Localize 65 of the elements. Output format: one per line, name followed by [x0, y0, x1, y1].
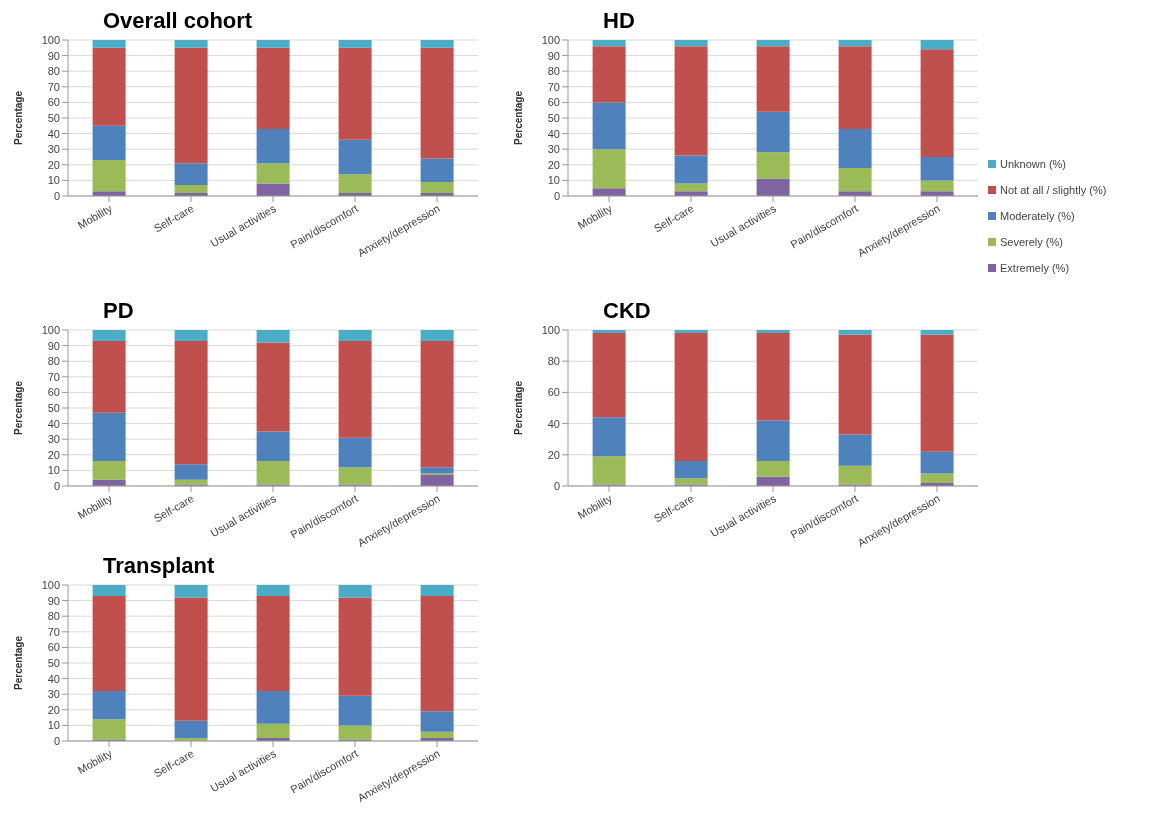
y-tick-label: 60 — [547, 386, 560, 399]
y-tick-label: 10 — [47, 174, 60, 187]
y-tick-label: 50 — [47, 111, 60, 124]
y-tick-label: 0 — [53, 734, 60, 747]
y-tick-label: 100 — [541, 323, 560, 336]
y-tick-label: 20 — [547, 448, 560, 461]
legend-label: Severely (%) — [1000, 236, 1063, 248]
y-tick-label: 80 — [547, 355, 560, 368]
y-tick-label: 100 — [41, 33, 60, 46]
y-tick-label: 20 — [47, 158, 60, 171]
y-tick-label: 90 — [47, 339, 60, 352]
legend-label: Extremely (%) — [1000, 262, 1070, 274]
y-tick-label: 0 — [553, 479, 560, 492]
y-tick-label: 100 — [41, 578, 60, 591]
chart-title: CKD — [603, 298, 652, 325]
y-tick-label: 30 — [547, 143, 560, 156]
y-tick-label: 20 — [47, 703, 60, 716]
y-tick-label: 20 — [47, 448, 60, 461]
y-tick-label: 70 — [47, 80, 60, 93]
y-tick-label: 30 — [47, 688, 60, 701]
y-tick-label: 80 — [47, 610, 60, 623]
y-tick-label: 10 — [47, 719, 60, 732]
y-tick-label: 50 — [47, 401, 60, 414]
y-tick-label: 80 — [47, 65, 60, 78]
y-tick-label: 10 — [547, 174, 560, 187]
y-tick-label: 40 — [47, 672, 60, 685]
chart-title: Transplant — [103, 553, 216, 580]
legend-label: Not at all / slightly (%) — [1000, 184, 1107, 196]
legend-label: Moderately (%) — [1000, 210, 1075, 222]
y-axis-title: Percentage — [512, 90, 524, 145]
y-tick-label: 80 — [47, 355, 60, 368]
y-axis-title: Percentage — [512, 380, 524, 435]
y-tick-label: 90 — [47, 594, 60, 607]
y-tick-label: 0 — [53, 479, 60, 492]
y-tick-label: 60 — [47, 96, 60, 109]
y-tick-label: 30 — [47, 433, 60, 446]
chart-title: PD — [103, 298, 135, 325]
y-tick-label: 100 — [41, 323, 60, 336]
y-axis-title: Percentage — [12, 90, 24, 145]
y-axis-title: Percentage — [12, 635, 24, 690]
y-tick-label: 70 — [547, 80, 560, 93]
y-tick-label: 40 — [547, 417, 560, 430]
y-tick-label: 70 — [47, 625, 60, 638]
y-tick-label: 0 — [53, 189, 60, 202]
y-tick-label: 40 — [547, 127, 560, 140]
y-tick-label: 50 — [547, 111, 560, 124]
y-tick-label: 100 — [541, 33, 560, 46]
chart-title: HD — [603, 8, 636, 35]
y-tick-label: 70 — [47, 370, 60, 383]
y-tick-label: 60 — [47, 386, 60, 399]
y-tick-label: 40 — [47, 417, 60, 430]
y-tick-label: 10 — [47, 464, 60, 477]
y-tick-label: 80 — [547, 65, 560, 78]
y-tick-label: 90 — [47, 49, 60, 62]
y-tick-label: 0 — [553, 189, 560, 202]
y-tick-label: 50 — [47, 656, 60, 669]
y-tick-label: 90 — [547, 49, 560, 62]
legend-label: Unknown (%) — [1000, 158, 1067, 170]
y-tick-label: 20 — [547, 158, 560, 171]
y-tick-label: 60 — [47, 641, 60, 654]
y-tick-label: 60 — [547, 96, 560, 109]
y-tick-label: 30 — [47, 143, 60, 156]
chart-title: Overall cohort — [103, 8, 254, 35]
y-tick-label: 40 — [47, 127, 60, 140]
y-axis-title: Percentage — [12, 380, 24, 435]
